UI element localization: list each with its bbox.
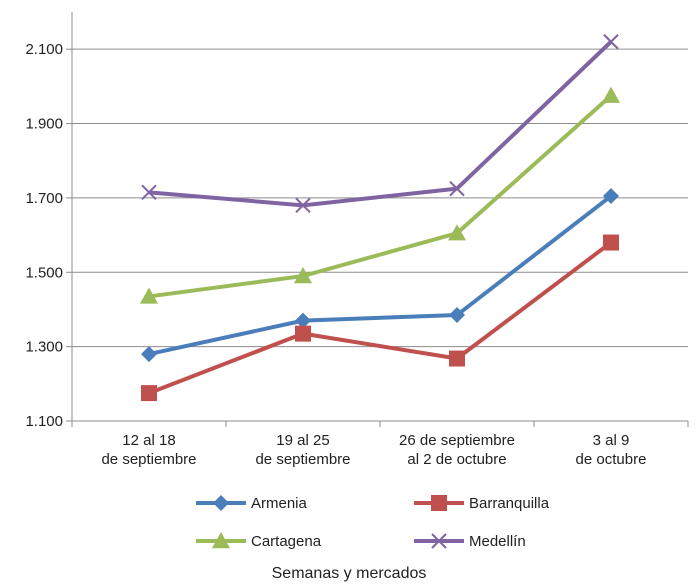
data-point-armenia xyxy=(449,307,465,324)
y-tick-label: 1.300 xyxy=(25,339,63,356)
legend-label: Armenia xyxy=(251,495,308,512)
x-marker-stroke xyxy=(141,184,157,201)
x-marker-stroke xyxy=(431,533,447,549)
series-line-cartagena xyxy=(148,94,613,299)
data-point-cartagena xyxy=(602,86,620,103)
data-point-barranquilla xyxy=(603,234,619,251)
x-marker-stroke xyxy=(295,197,311,214)
y-tick-label: 1.700 xyxy=(25,190,63,207)
series-medellin xyxy=(141,34,619,214)
legend-swatch-marker xyxy=(431,495,447,511)
data-point-medellin xyxy=(449,180,465,197)
data-point-armenia xyxy=(141,346,157,363)
legend-label: Cartagena xyxy=(251,533,322,550)
series-line-medellin xyxy=(148,40,613,208)
y-tick-label: 1.100 xyxy=(25,413,63,430)
data-point-barranquilla xyxy=(141,385,157,402)
data-point-cartagena xyxy=(140,287,158,304)
legend-item-medellin: Medellín xyxy=(414,533,526,550)
data-point-cartagena xyxy=(448,224,466,241)
series-cartagena xyxy=(140,86,620,304)
legend-label: Barranquilla xyxy=(469,495,550,512)
x-tick-label: 12 al 18 de septiembre xyxy=(101,432,196,468)
legend-item-armenia: Armenia xyxy=(196,495,308,512)
x-tick-label: 19 al 25 de septiembre xyxy=(255,432,350,468)
x-marker-stroke xyxy=(603,34,619,50)
x-tick-labels: 12 al 18 de septiembre 19 al 25 de septiemb… xyxy=(71,421,689,468)
series-line-barranquilla xyxy=(148,240,613,395)
data-point-medellin xyxy=(295,197,311,214)
data-point-barranquilla xyxy=(449,350,465,367)
series-line-armenia xyxy=(148,194,613,357)
series-armenia xyxy=(141,188,619,363)
series-barranquilla xyxy=(141,234,619,402)
legend-item-barranquilla: Barranquilla xyxy=(414,495,550,512)
legend-item-cartagena: Cartagena xyxy=(196,532,322,550)
data-point-armenia xyxy=(295,312,311,329)
y-tick-label: 2.100 xyxy=(25,41,63,58)
data-point-armenia xyxy=(603,188,619,205)
legend-swatch-marker xyxy=(212,532,230,549)
legend-label: Medellín xyxy=(469,533,526,550)
series-group xyxy=(140,34,620,402)
gridlines xyxy=(66,48,688,422)
y-tick-label: 1.900 xyxy=(25,116,63,133)
x-tick-label: 3 al 9 de octubre xyxy=(576,432,647,468)
x-marker-stroke xyxy=(449,180,465,197)
data-point-medellin xyxy=(141,184,157,201)
data-point-medellin xyxy=(603,34,619,50)
y-tick-labels: 1.100 1.300 1.500 1.700 1.900 2.100 xyxy=(25,41,63,430)
legend-swatch-marker xyxy=(213,495,229,511)
data-point-cartagena xyxy=(294,266,312,284)
legend-swatch-marker xyxy=(431,533,447,549)
x-tick-label: 26 de septiembre al 2 de octubre xyxy=(399,432,515,468)
legend: Armenia Barranquilla Cartagena Medellín xyxy=(196,495,550,550)
data-point-barranquilla xyxy=(295,325,311,342)
y-tick-label: 1.500 xyxy=(25,264,63,281)
x-axis-title: Semanas y mercados xyxy=(272,565,427,582)
